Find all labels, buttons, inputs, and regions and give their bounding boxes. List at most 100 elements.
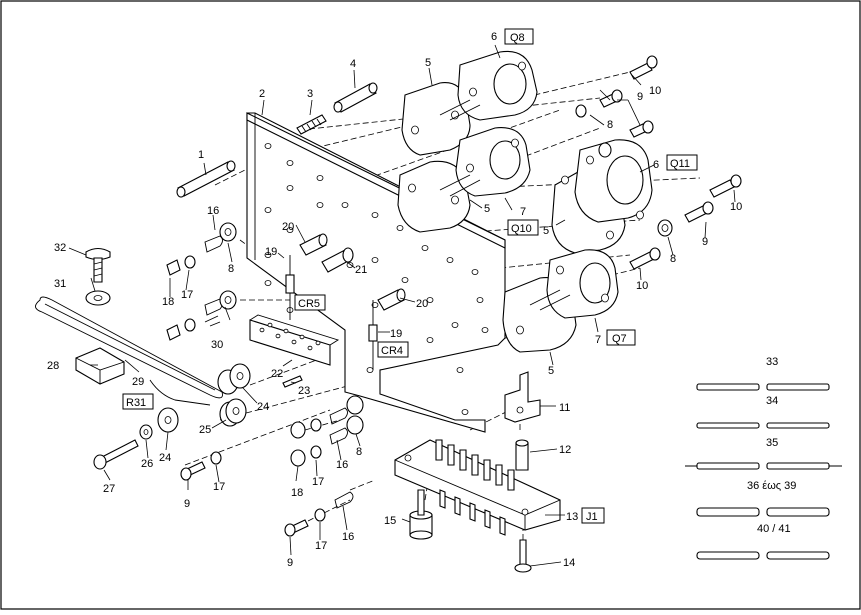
screw-32 (85, 247, 111, 283)
washer-8a (575, 104, 612, 158)
standoff-1 (176, 160, 236, 198)
callout-8c: 8 (228, 263, 234, 275)
callout-15: 15 (384, 515, 396, 527)
screw-3 (296, 114, 327, 135)
callout-24a: 24 (257, 401, 269, 413)
ref-q11: Q11 (670, 158, 690, 170)
callout-5c: 5 (543, 225, 549, 237)
callout-34: 34 (766, 395, 778, 407)
callout-17d: 17 (315, 540, 327, 552)
callout-18b: 18 (291, 487, 303, 499)
bracket-11 (504, 371, 541, 423)
resistor-r31 (35, 296, 223, 406)
callout-31: 31 (54, 278, 66, 290)
hardware-left-lower (166, 290, 237, 341)
ref-q10: Q10 (511, 223, 532, 235)
callout-22: 22 (271, 368, 283, 380)
callout-8a: 8 (607, 119, 613, 131)
wire-legend (685, 383, 842, 560)
callout-12: 12 (559, 444, 571, 456)
callout-26: 26 (141, 458, 153, 470)
screw-10a (629, 55, 658, 80)
callout-35: 35 (766, 437, 778, 449)
callout-28: 28 (47, 360, 59, 372)
screw-9a (599, 89, 623, 108)
hardware-bottom (284, 491, 354, 537)
callout-9b: 9 (702, 236, 708, 248)
ref-r31: R31 (126, 397, 146, 409)
callout-16a: 16 (207, 205, 219, 217)
callout-17b: 17 (213, 481, 225, 493)
screw-9c (684, 201, 714, 223)
callout-20a: 20 (282, 221, 294, 233)
leader-lines (68, 44, 736, 567)
callout-numbers: 1 2 3 4 5 5 5 5 6 6 7 7 8 8 8 8 9 9 9 9 … (47, 31, 796, 569)
insulator-pad-5b (397, 160, 471, 233)
spacer-25 (219, 398, 247, 427)
callout-32: 32 (54, 242, 66, 254)
spacer-24a (217, 363, 251, 395)
ref-cr5: CR5 (298, 298, 320, 310)
spacer-12 (515, 439, 529, 471)
ref-q7: Q7 (612, 333, 627, 345)
screw-23 (282, 375, 303, 388)
transistor-q8 (439, 50, 538, 121)
washer-26 (139, 424, 153, 440)
callout-8b: 8 (670, 253, 676, 265)
callout-19b: 19 (390, 328, 402, 340)
callout-3: 3 (307, 88, 313, 100)
callout-23: 23 (298, 385, 310, 397)
callout-6b: 6 (653, 159, 659, 171)
callout-20b: 20 (416, 298, 428, 310)
diode-cr5 (285, 255, 295, 320)
callout-10a: 10 (649, 85, 661, 97)
callout-2: 2 (259, 88, 265, 100)
callout-40-41: 40 / 41 (757, 523, 791, 535)
callout-25: 25 (199, 424, 211, 436)
ref-cr4: CR4 (381, 345, 403, 357)
terminal-strip-22 (249, 314, 340, 366)
callout-18a: 18 (162, 296, 174, 308)
callout-19a: 19 (265, 246, 277, 258)
clamp-28 (75, 347, 125, 385)
ref-j1: J1 (586, 511, 598, 523)
callout-16c: 16 (342, 531, 354, 543)
callout-36-39: 36 έως 39 (747, 480, 796, 492)
callout-16b: 16 (336, 459, 348, 471)
callout-17a: 17 (181, 289, 193, 301)
washer-8b (657, 219, 673, 237)
reference-boxes: Q8 Q10 Q11 Q7 CR5 CR4 R31 J1 (122, 28, 698, 524)
callout-6a: 6 (491, 31, 497, 43)
component-20a (299, 233, 328, 256)
screw-9d (180, 451, 222, 481)
screw-14 (514, 539, 532, 573)
callout-17c: 17 (312, 476, 324, 488)
callout-8d: 8 (356, 446, 362, 458)
callout-5d: 5 (548, 365, 554, 377)
callout-33: 33 (766, 356, 778, 368)
insulator-pad-5a (401, 82, 471, 156)
callout-10c: 10 (636, 280, 648, 292)
connector-j1 (394, 439, 561, 536)
callout-29: 29 (132, 376, 144, 388)
callout-7a: 7 (520, 206, 526, 218)
screw-27 (93, 439, 139, 470)
callout-5a: 5 (425, 57, 431, 69)
lock-washer-31 (85, 290, 111, 306)
diode-cr4 (368, 300, 378, 370)
callout-5b: 5 (484, 203, 490, 215)
callout-24b: 24 (159, 452, 171, 464)
spacer-24b (157, 407, 179, 433)
transistor-q7 (529, 249, 619, 319)
connector-pins (435, 439, 515, 536)
component-20b (377, 288, 406, 311)
transistor-q11 (574, 139, 653, 223)
screw-10b (709, 174, 742, 198)
component-21 (321, 247, 354, 273)
callout-9d: 9 (287, 557, 293, 569)
callout-9a: 9 (637, 91, 643, 103)
callout-4: 4 (350, 58, 356, 70)
callout-14: 14 (563, 557, 575, 569)
